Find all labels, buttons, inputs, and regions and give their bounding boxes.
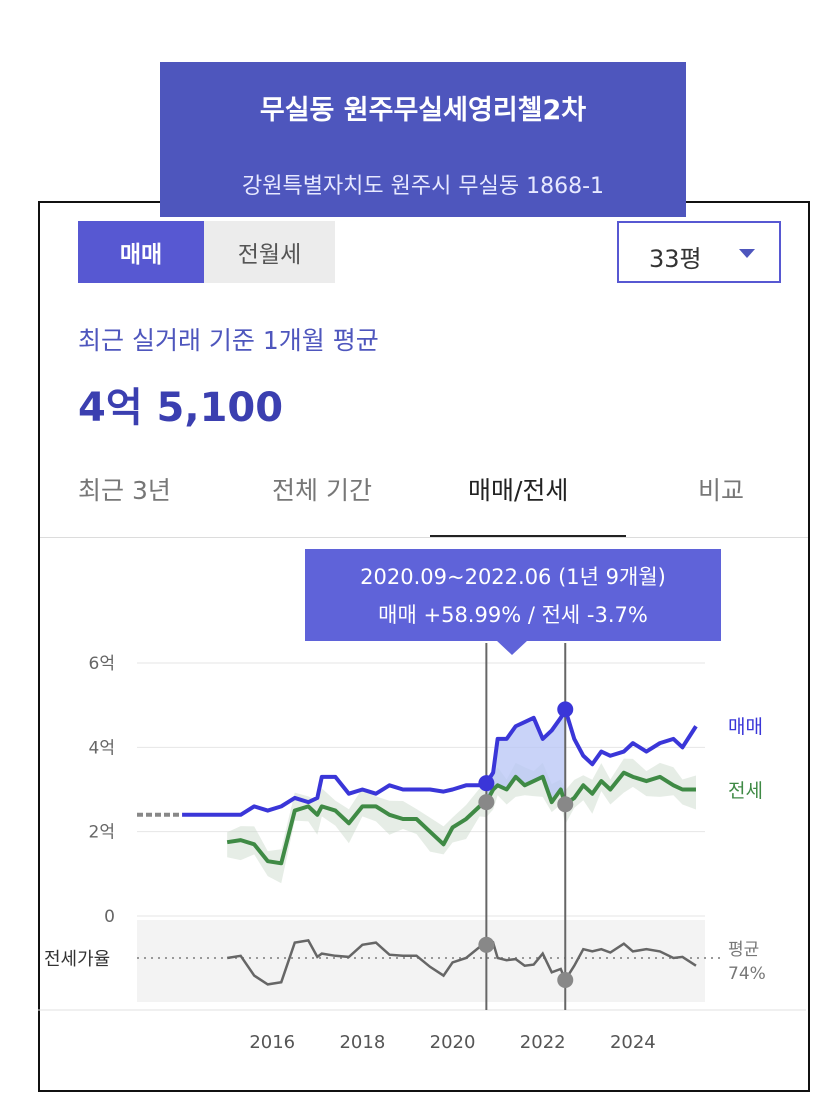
tooltip-period-text: 2020.09~2022.06 (1년 9개월) xyxy=(360,565,666,589)
tab-compare[interactable]: 비교 xyxy=(698,476,745,505)
ratio-average-label: 평균 xyxy=(728,940,759,960)
ratio-start-point xyxy=(478,936,495,953)
jeonse-series-label: 전세 xyxy=(728,780,763,802)
period-tooltip-pointer xyxy=(496,640,528,655)
sale-toggle-button[interactable]: 매매 xyxy=(78,221,204,283)
x-tick-label: 2018 xyxy=(339,1032,385,1053)
ratio-end-point xyxy=(557,972,574,988)
x-tick-label: 2022 xyxy=(520,1032,566,1053)
sale-start-point xyxy=(478,775,495,792)
complex-header: 무실동 원주무실세영리첼2차 강원특별자치도 원주시 무실동 1868-1 xyxy=(160,62,686,217)
y-tick-label: 4억 xyxy=(89,738,115,758)
ratio-average-value: 74% xyxy=(728,964,766,984)
period-tooltip-box xyxy=(305,549,721,641)
tab-recent-3y[interactable]: 최근 3년 xyxy=(78,476,171,505)
rent-toggle-button[interactable]: 전월세 xyxy=(237,242,302,268)
x-tick-label: 2020 xyxy=(430,1032,476,1053)
sale-end-point xyxy=(557,701,574,718)
jeonse-start-point xyxy=(478,794,495,811)
x-tick-label: 2016 xyxy=(249,1032,295,1053)
y-tick-label: 0 xyxy=(104,907,115,927)
active-tab-indicator xyxy=(430,535,626,538)
tab-sale-jeonse[interactable]: 매매/전세 xyxy=(468,476,569,505)
size-dropdown-value: 33평 xyxy=(649,245,702,273)
sale-series-line xyxy=(182,707,698,817)
size-dropdown[interactable]: 33평 xyxy=(617,221,781,283)
x-tick-label: 2024 xyxy=(610,1032,656,1053)
summary-price: 4억 5,100 xyxy=(78,385,284,431)
caret-down-icon xyxy=(739,249,755,258)
summary-label: 최근 실거래 기준 1개월 평균 xyxy=(78,326,379,355)
jeonse-end-point xyxy=(557,796,574,813)
complex-title: 무실동 원주무실세영리첼2차 xyxy=(259,95,587,126)
trade-type-toggle: 매매 전월세 xyxy=(78,221,335,283)
y-tick-label: 6억 xyxy=(89,654,115,674)
tab-divider xyxy=(40,537,808,538)
tooltip-change-text: 매매 +58.99% / 전세 -3.7% xyxy=(378,603,648,627)
complex-address: 강원특별자치도 원주시 무실동 1868-1 xyxy=(241,174,605,199)
y-tick-label: 2억 xyxy=(89,823,115,843)
sale-series-label: 매매 xyxy=(728,716,763,738)
tab-all-period[interactable]: 전체 기간 xyxy=(272,476,372,505)
ratio-label: 전세가율 xyxy=(44,949,110,970)
